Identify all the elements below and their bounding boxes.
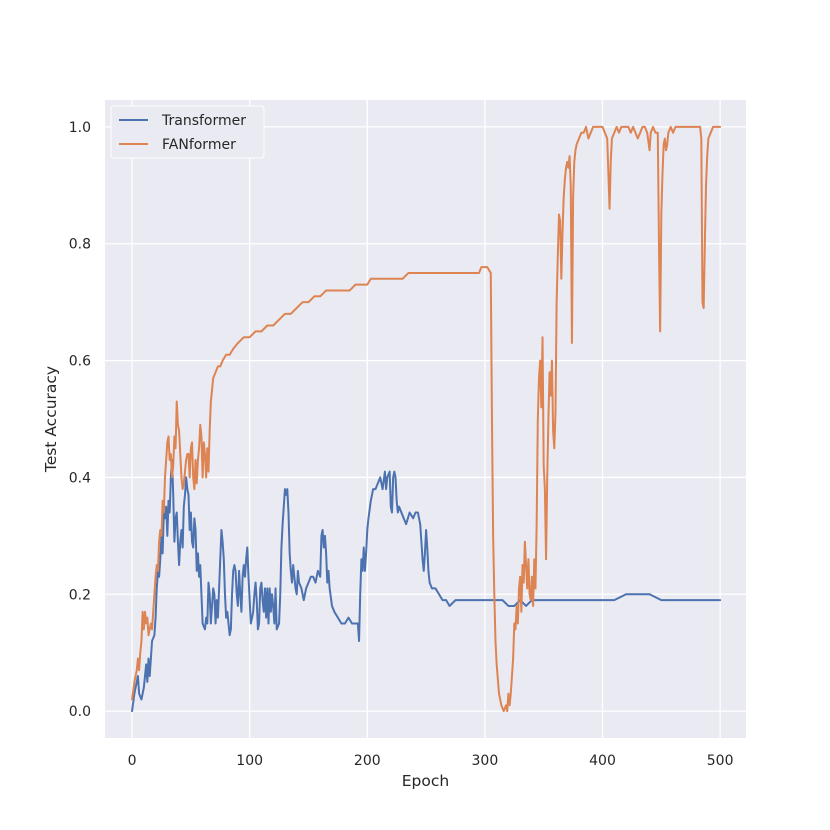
x-axis-label: Epoch <box>402 772 449 790</box>
y-axis-ticks: 0.0 0.2 0.4 0.6 0.8 1.0 <box>69 120 91 720</box>
y-tick-label: 0.8 <box>69 237 91 253</box>
series-layer <box>131 125 722 713</box>
legend-label-fanformer: FANformer <box>162 137 236 153</box>
series-line-transformer <box>131 458 722 713</box>
y-tick-label: 0.0 <box>69 704 91 720</box>
y-tick-label: 0.2 <box>69 587 91 603</box>
x-tick-label: 400 <box>589 753 616 769</box>
x-tick-label: 0 <box>128 753 137 769</box>
x-tick-label: 300 <box>472 753 499 769</box>
y-tick-label: 0.6 <box>69 354 91 370</box>
y-tick-label: 0.4 <box>69 470 91 486</box>
series-line-fanformer <box>131 125 722 713</box>
legend-label-transformer: Transformer <box>161 113 246 129</box>
legend: Transformer FANformer <box>110 105 265 159</box>
legend-box <box>110 105 265 159</box>
plot-area <box>105 100 746 738</box>
x-tick-label: 500 <box>707 753 734 769</box>
y-axis-label: Test Accuracy <box>42 366 60 473</box>
x-tick-label: 100 <box>236 753 263 769</box>
x-tick-label: 200 <box>354 753 381 769</box>
x-axis-ticks: 0 100 200 300 400 500 <box>128 753 734 769</box>
y-tick-label: 1.0 <box>69 120 91 136</box>
